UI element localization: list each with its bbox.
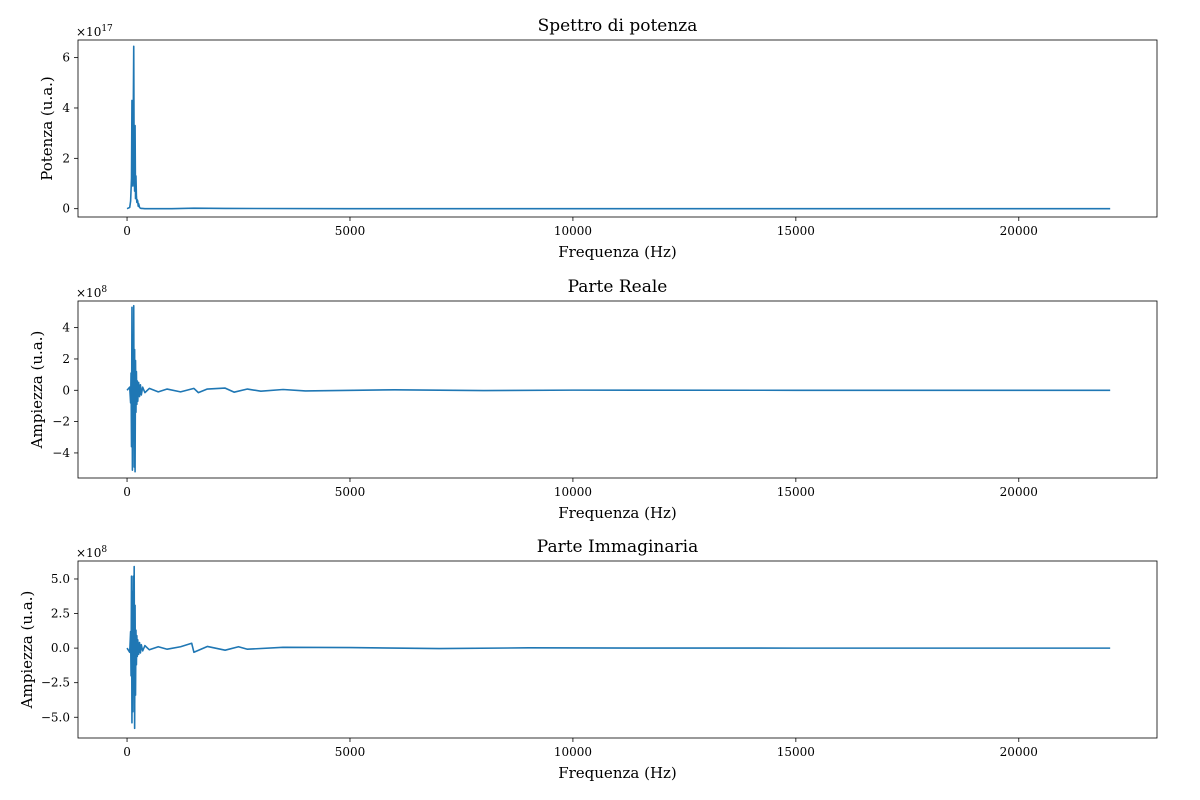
x-tick-label: 0 bbox=[123, 485, 131, 499]
x-axis-label: Frequenza (Hz) bbox=[558, 243, 677, 261]
subplot-1: 0 5000 10000 15000 20000 0 2 4 6 Spettro di poten… bbox=[38, 16, 1158, 261]
y-tick-label: 4 bbox=[62, 101, 70, 115]
subplot-2: 0 5000 10000 15000 20000 −4 −2 0 2 4 Parte Reale Fr… bbox=[28, 277, 1158, 522]
y-tick-label: 2 bbox=[62, 352, 70, 366]
x-tick-label: 0 bbox=[123, 745, 131, 759]
y-tick-label: 5.0 bbox=[51, 572, 70, 586]
x-tick-label: 20000 bbox=[1000, 485, 1038, 499]
y-tick-label: 0 bbox=[62, 202, 70, 216]
x-tick-label: 15000 bbox=[777, 224, 815, 238]
x-tick-label: 15000 bbox=[777, 745, 815, 759]
y-tick-label: −2.5 bbox=[41, 676, 70, 690]
y-offset-exponent: 17 bbox=[101, 24, 113, 34]
axes-frame bbox=[77, 300, 1158, 479]
x-tick-label: 15000 bbox=[777, 485, 815, 499]
y-tick-label: 4 bbox=[62, 321, 70, 335]
x-tick-label: 5000 bbox=[335, 224, 366, 238]
y-tick-label: −2 bbox=[52, 415, 70, 429]
y-axis-label: Ampiezza (u.a.) bbox=[18, 591, 36, 710]
series-line bbox=[126, 304, 1111, 473]
x-axis-label: Frequenza (Hz) bbox=[558, 504, 677, 522]
y-offset-exponent: 8 bbox=[101, 285, 107, 295]
x-tick-label: 20000 bbox=[1000, 745, 1038, 759]
y-tick-label: 6 bbox=[62, 51, 70, 65]
x-axis-label: Frequenza (Hz) bbox=[558, 764, 677, 782]
y-offset-exponent: 8 bbox=[101, 545, 107, 555]
x-tick-label: 5000 bbox=[335, 745, 366, 759]
x-tick-label: 20000 bbox=[1000, 224, 1038, 238]
subplot-title: Spettro di potenza bbox=[538, 16, 698, 36]
x-tick-label: 10000 bbox=[554, 485, 592, 499]
y-offset-label: ×108 bbox=[76, 285, 107, 300]
y-offset-label: ×108 bbox=[76, 545, 107, 560]
x-tick-label: 10000 bbox=[554, 224, 592, 238]
y-tick-label: 0.0 bbox=[51, 641, 70, 655]
series-line bbox=[126, 45, 1111, 210]
y-tick-label: 2 bbox=[62, 151, 70, 165]
y-tick-label: −4 bbox=[52, 446, 70, 460]
y-tick-label: −5.0 bbox=[41, 710, 70, 724]
series-line bbox=[126, 565, 1111, 730]
axes-frame bbox=[77, 560, 1158, 739]
subplot-title: Parte Reale bbox=[568, 277, 668, 297]
axes-frame bbox=[77, 39, 1158, 218]
x-tick-label: 0 bbox=[123, 224, 131, 238]
x-tick-label: 5000 bbox=[335, 485, 366, 499]
y-axis-label: Ampiezza (u.a.) bbox=[28, 331, 46, 450]
y-tick-label: 2.5 bbox=[51, 607, 70, 621]
subplot-title: Parte Immaginaria bbox=[537, 537, 698, 557]
subplot-3: 0 5000 10000 15000 20000 −5.0 −2.5 0.0 2.5 5.0 Par… bbox=[18, 537, 1158, 782]
x-tick-label: 10000 bbox=[554, 745, 592, 759]
y-tick-label: 0 bbox=[62, 383, 70, 397]
y-axis-label: Potenza (u.a.) bbox=[38, 76, 56, 181]
